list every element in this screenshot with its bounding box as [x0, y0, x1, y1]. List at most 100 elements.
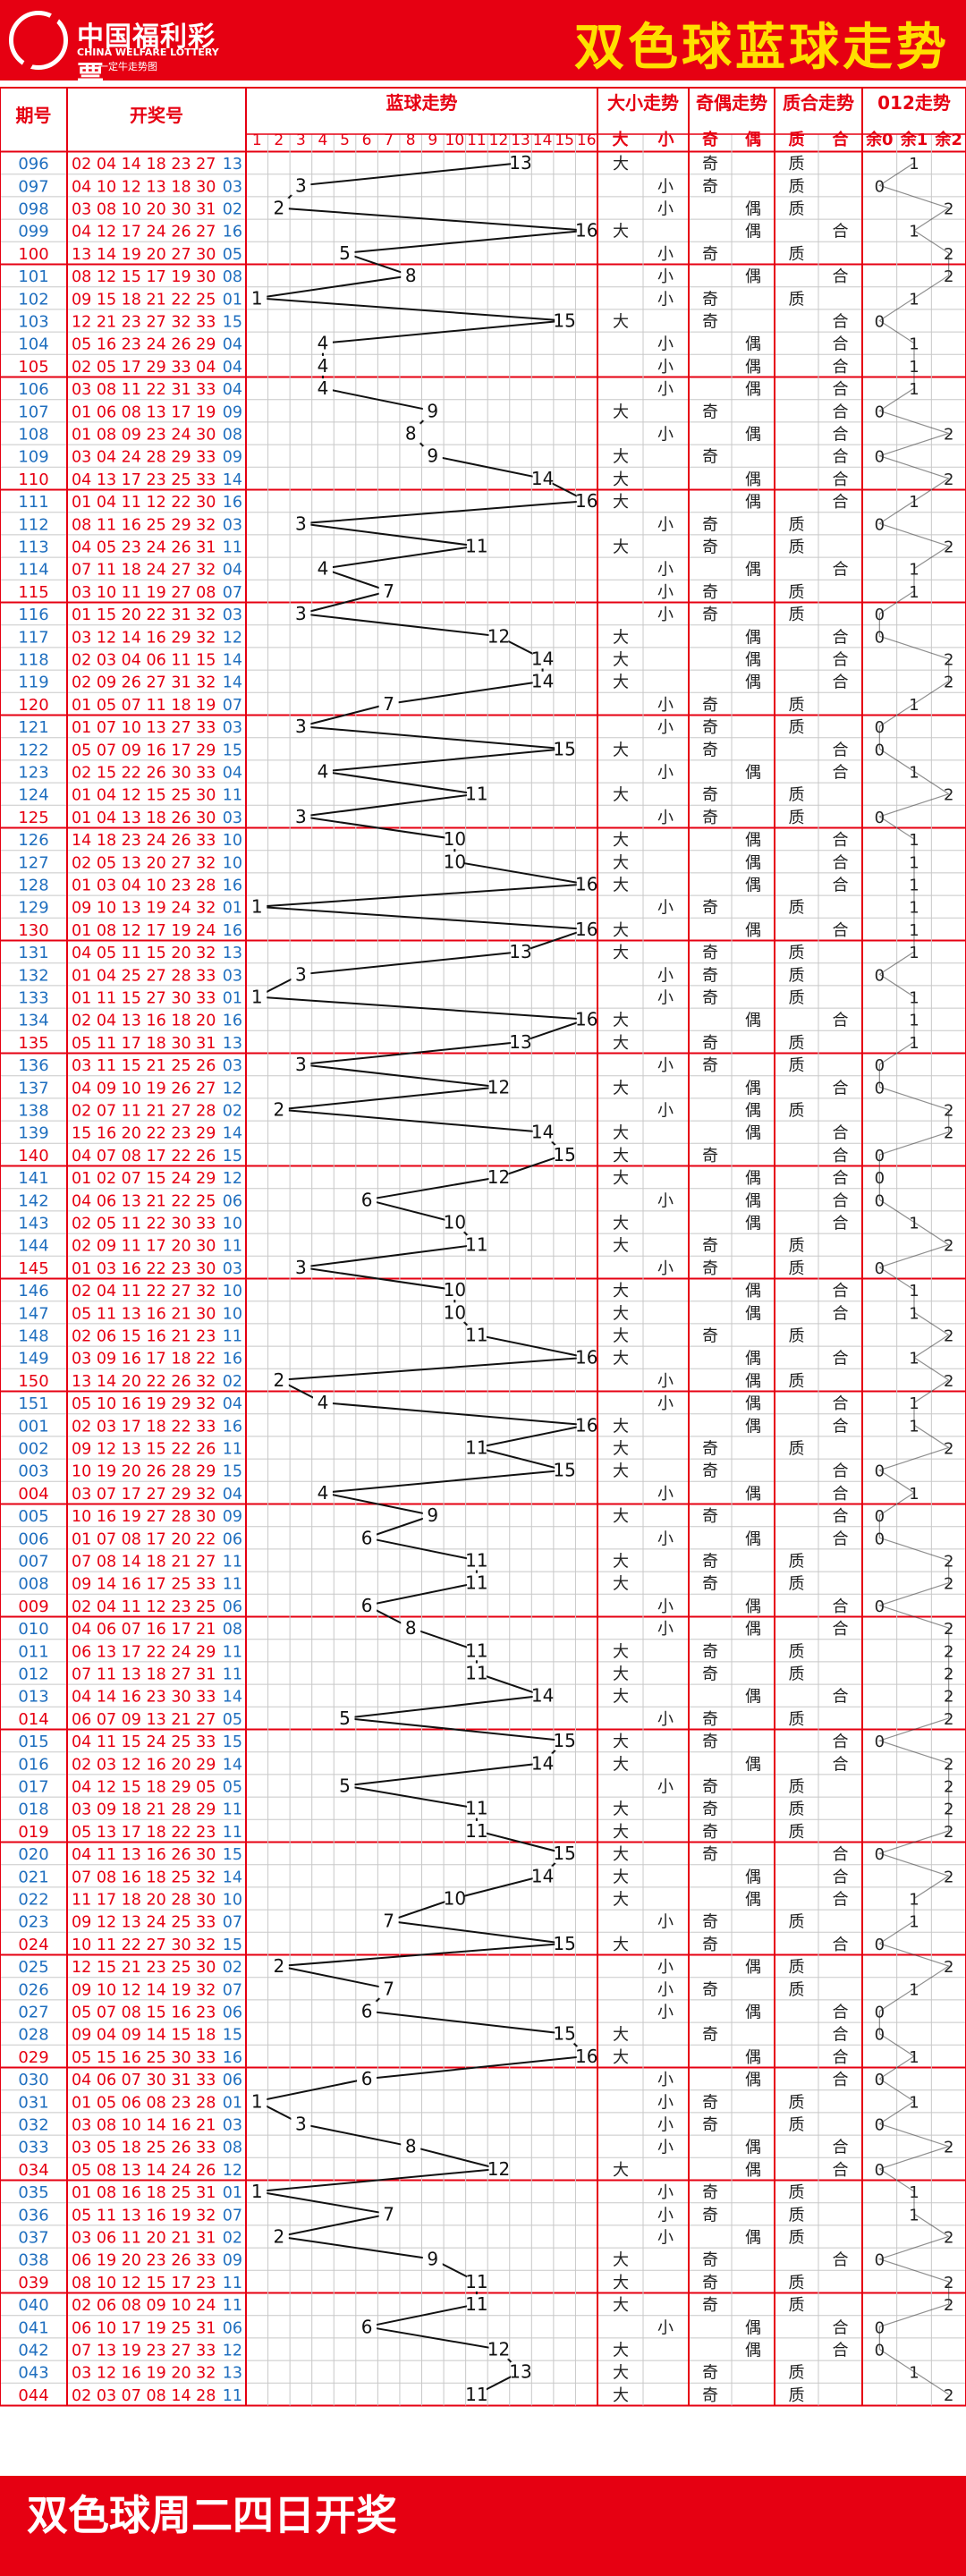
size-cell: 大 [613, 2386, 629, 2405]
size-cell: 小 [657, 2004, 674, 2022]
blue-ball-bg [511, 153, 531, 174]
mod-cell: 1 [909, 2206, 919, 2224]
blue-number-cell: 08 [223, 268, 242, 286]
red-numbers-cell: 01 03 16 22 23 30 [72, 1260, 216, 1278]
red-numbers-cell: 01 04 13 18 26 30 [72, 809, 216, 827]
blue-number-cell: 15 [223, 1463, 242, 1481]
red-numbers-cell: 07 08 16 18 25 32 [72, 1868, 216, 1886]
mod-cell: 2 [944, 267, 953, 286]
parity-cell: 奇 [702, 538, 718, 557]
parity-cell: 偶 [745, 1958, 761, 1977]
blue-ball-bg [291, 806, 311, 826]
blue-number-cell: 07 [223, 1981, 242, 1999]
parity-cell: 奇 [702, 515, 718, 534]
blue-ball-bg [532, 468, 553, 488]
blue-number-cell: 01 [223, 2184, 242, 2202]
blue-number-cell: 09 [223, 403, 242, 421]
period-cell: 146 [18, 1282, 48, 1301]
size-cell: 大 [613, 1327, 629, 1346]
red-numbers-cell: 02 06 08 09 10 24 [72, 2297, 216, 2315]
blue-number-cell: 03 [223, 178, 242, 196]
prime-cell: 合 [833, 358, 849, 377]
blue-ball-bg [268, 198, 289, 218]
period-cell: 131 [18, 944, 48, 962]
blue-ball-bg [312, 558, 333, 579]
mod-cell: 0 [875, 313, 885, 332]
parity-cell: 奇 [702, 2251, 718, 2270]
mod-cell: 2 [944, 538, 953, 557]
blue-number-cell: 11 [223, 2387, 242, 2405]
numbers-header: 开奖号 [130, 105, 183, 126]
red-numbers-cell: 09 10 12 14 19 32 [72, 1981, 216, 1999]
period-cell: 028 [18, 2026, 48, 2045]
mod-cell: 1 [909, 2364, 919, 2383]
blue-number-cell: 04 [223, 765, 242, 783]
parity-cell: 奇 [702, 1913, 718, 1932]
blue-ball-bg [466, 1234, 487, 1255]
mod-cell: 2 [944, 674, 953, 692]
blue-ball-bg [422, 445, 443, 466]
period-cell: 021 [18, 1868, 48, 1886]
period-cell: 008 [18, 1575, 48, 1594]
period-cell: 127 [18, 853, 48, 872]
mod-cell: 0 [875, 1530, 885, 1548]
parity-cell: 偶 [745, 921, 761, 940]
prime-cell: 质 [789, 1913, 805, 1932]
red-numbers-cell: 03 08 10 14 16 21 [72, 2117, 216, 2135]
blue-ball: 16 [575, 874, 597, 895]
red-numbers-cell: 03 10 11 19 27 08 [72, 584, 216, 602]
blue-number-cell: 09 [223, 2252, 242, 2270]
blue-ball-bg [576, 874, 597, 894]
blue-ball: 9 [427, 2249, 438, 2270]
parity-cell: 奇 [702, 718, 718, 737]
parity-cell: 偶 [745, 561, 761, 580]
blue-ball: 7 [383, 1911, 394, 1932]
red-numbers-cell: 03 08 11 22 31 33 [72, 381, 216, 399]
size-cell: 大 [613, 538, 629, 557]
red-numbers-cell: 12 21 23 27 32 33 [72, 314, 216, 332]
prime-cell: 合 [833, 402, 849, 421]
red-numbers-cell: 03 09 18 21 28 29 [72, 1801, 216, 1819]
blue-ball-bg [555, 2023, 575, 2044]
period-cell: 135 [18, 1034, 48, 1053]
period-cell: 114 [18, 561, 48, 580]
period-cell: 133 [18, 989, 48, 1008]
red-numbers-cell: 13 14 20 22 26 32 [72, 1373, 216, 1391]
blue-ball-bg [466, 1437, 487, 1458]
parity-cell: 奇 [702, 177, 718, 196]
period-cell: 027 [18, 2004, 48, 2022]
blue-ball-bg [335, 1775, 355, 1796]
size-cell: 大 [613, 2161, 629, 2180]
parity-cell: 偶 [745, 2342, 761, 2360]
size-cell: 小 [657, 2206, 674, 2224]
size-cell: 小 [657, 1980, 674, 1999]
size-cell: 大 [613, 921, 629, 940]
blue-ball-bg [357, 1528, 377, 1548]
blue-ball: 14 [531, 1752, 554, 1774]
red-numbers-cell: 02 05 17 29 33 04 [72, 359, 216, 377]
parity-cell: 偶 [745, 2229, 761, 2248]
red-numbers-cell: 01 08 16 18 25 31 [72, 2184, 216, 2202]
red-numbers-cell: 05 11 13 16 19 32 [72, 2207, 216, 2224]
blue-ball: 1 [251, 287, 263, 309]
mod-cell: 1 [909, 1304, 919, 1323]
parity-cell: 奇 [702, 696, 718, 715]
mod-cell: 0 [875, 2342, 885, 2360]
blue-number-cell: 03 [223, 1057, 242, 1075]
size-cell: 大 [613, 493, 629, 512]
blue-number-cell: 11 [223, 539, 242, 557]
prime-cell: 合 [833, 1282, 849, 1301]
blue-ball: 3 [295, 1257, 307, 1278]
blue-number-cell: 16 [223, 1351, 242, 1368]
parity-cell: 奇 [702, 1665, 718, 1684]
blue-ball-bg [532, 1753, 553, 1774]
prime-cell: 质 [789, 155, 805, 174]
red-numbers-cell: 05 13 17 18 22 23 [72, 1824, 216, 1842]
period-cell: 124 [18, 786, 48, 805]
size-cell: 小 [657, 1485, 674, 1504]
blue-ball-bg [378, 2204, 399, 2224]
parity-cell: 偶 [745, 1191, 761, 1210]
blue-number-cell: 07 [223, 697, 242, 715]
blue-number-cell: 15 [223, 741, 242, 759]
size-cell: 小 [657, 380, 674, 399]
